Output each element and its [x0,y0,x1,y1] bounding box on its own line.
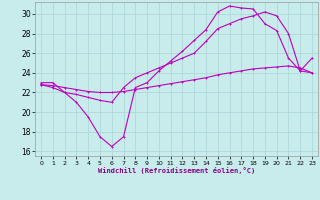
X-axis label: Windchill (Refroidissement éolien,°C): Windchill (Refroidissement éolien,°C) [98,167,255,174]
